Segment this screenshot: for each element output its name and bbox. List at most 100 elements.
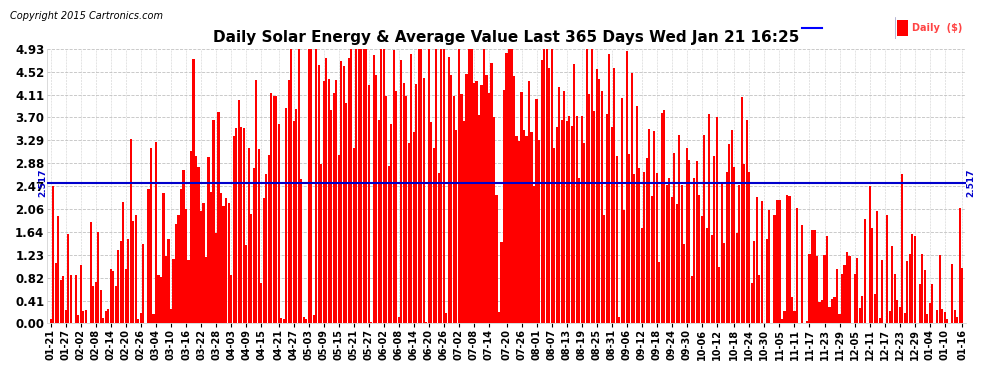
Bar: [814, 230, 816, 323]
Bar: [275, 96, 277, 323]
Bar: [305, 319, 307, 323]
Bar: [919, 284, 921, 323]
Bar: [426, 322, 428, 323]
Bar: [688, 160, 690, 323]
Bar: [457, 49, 460, 323]
Bar: [69, 275, 72, 323]
Bar: [563, 92, 565, 323]
Bar: [523, 130, 525, 323]
Bar: [721, 184, 723, 323]
Bar: [380, 49, 382, 323]
Bar: [215, 233, 217, 323]
Bar: [187, 260, 189, 323]
Bar: [521, 93, 523, 323]
Bar: [924, 270, 926, 323]
Bar: [77, 315, 79, 323]
Bar: [585, 49, 588, 323]
Bar: [95, 282, 97, 323]
Bar: [498, 312, 500, 323]
Bar: [125, 270, 127, 323]
Bar: [873, 294, 876, 323]
Bar: [190, 151, 192, 323]
Bar: [177, 214, 179, 323]
Bar: [953, 310, 955, 323]
Bar: [246, 244, 248, 323]
Bar: [313, 315, 315, 323]
Bar: [200, 211, 202, 323]
Bar: [745, 120, 748, 323]
Bar: [478, 116, 480, 323]
Bar: [937, 310, 939, 323]
Bar: [921, 254, 924, 323]
Bar: [788, 196, 791, 323]
Bar: [553, 148, 555, 323]
Bar: [503, 90, 505, 323]
Bar: [958, 208, 961, 323]
Bar: [172, 259, 174, 323]
Bar: [323, 81, 325, 323]
Bar: [691, 276, 693, 323]
Bar: [336, 80, 338, 323]
Bar: [644, 172, 645, 323]
Bar: [102, 318, 104, 323]
Bar: [365, 49, 367, 323]
Bar: [282, 319, 285, 323]
Bar: [645, 158, 647, 323]
Bar: [668, 178, 670, 323]
Bar: [383, 49, 385, 323]
Bar: [608, 54, 610, 323]
Bar: [603, 215, 605, 323]
Bar: [100, 290, 102, 323]
Bar: [693, 178, 695, 323]
Bar: [939, 255, 940, 323]
Bar: [495, 195, 498, 323]
Bar: [225, 198, 227, 323]
Bar: [673, 153, 675, 323]
Bar: [513, 76, 515, 323]
Bar: [120, 241, 122, 323]
Bar: [826, 236, 828, 323]
Bar: [280, 318, 282, 323]
Bar: [824, 255, 826, 323]
Bar: [52, 186, 54, 323]
Bar: [255, 81, 257, 323]
Bar: [441, 49, 443, 323]
Bar: [180, 189, 182, 323]
Bar: [293, 121, 295, 323]
Bar: [465, 74, 467, 323]
Bar: [750, 283, 753, 323]
Bar: [446, 313, 447, 323]
Bar: [328, 79, 330, 323]
Bar: [951, 264, 953, 323]
Bar: [233, 136, 235, 323]
Bar: [128, 239, 130, 323]
Bar: [257, 148, 259, 323]
Bar: [588, 94, 590, 323]
Bar: [325, 58, 328, 323]
Bar: [761, 201, 763, 323]
Bar: [626, 51, 628, 323]
Bar: [165, 256, 167, 323]
Bar: [262, 198, 264, 323]
Bar: [565, 121, 567, 323]
Bar: [295, 109, 297, 323]
Bar: [50, 319, 51, 323]
Bar: [739, 185, 741, 323]
Bar: [734, 167, 736, 323]
Bar: [791, 297, 793, 323]
Bar: [355, 49, 357, 323]
Bar: [729, 144, 731, 323]
Bar: [575, 116, 578, 323]
Bar: [357, 49, 359, 323]
Bar: [488, 93, 490, 323]
Bar: [686, 148, 688, 323]
Bar: [235, 128, 238, 323]
Bar: [138, 319, 140, 323]
Bar: [593, 111, 595, 323]
Bar: [871, 228, 873, 323]
Bar: [148, 189, 149, 323]
Bar: [956, 317, 958, 323]
Bar: [698, 195, 700, 323]
Bar: [753, 241, 755, 323]
Bar: [621, 98, 623, 323]
